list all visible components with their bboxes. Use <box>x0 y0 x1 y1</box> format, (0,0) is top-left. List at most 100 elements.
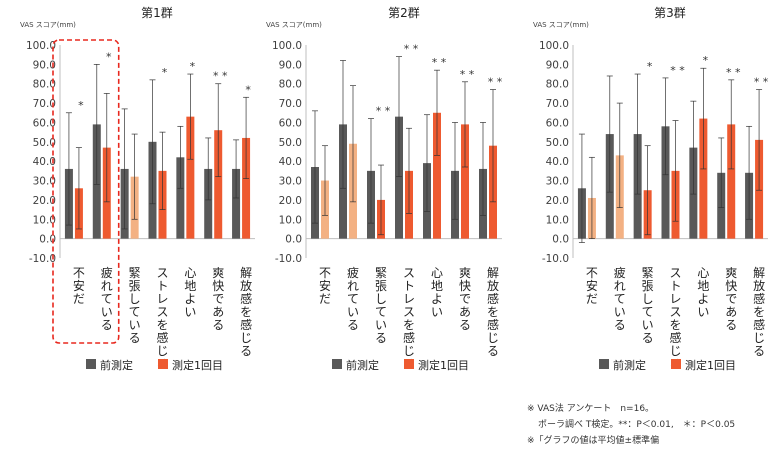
category-label-char: 安 <box>73 278 85 293</box>
y-tick-label: 80.0 <box>33 79 56 91</box>
category-label-char: 安 <box>586 278 598 293</box>
legend-swatch-post <box>158 359 168 369</box>
category-label-char: レ <box>669 292 681 306</box>
y-tick-label: 100.0 <box>539 40 569 52</box>
significance-mark: * <box>106 50 112 63</box>
y-axis-label: VAS スコア(mm) <box>266 21 322 29</box>
category-label-char: を <box>240 305 252 319</box>
y-tick-label: 80.0 <box>546 79 569 91</box>
category-label-char: で <box>725 292 737 306</box>
category-label-char: い <box>101 305 113 319</box>
legend-label-post: 測定1回目 <box>172 358 223 372</box>
category-label-char: 放 <box>753 278 765 293</box>
category-label-char: る <box>375 331 387 345</box>
y-tick-label: 60.0 <box>546 117 569 129</box>
y-tick-label: 10.0 <box>546 214 569 226</box>
y-tick-label: 30.0 <box>546 176 569 188</box>
y-tick-label: 10.0 <box>33 214 56 226</box>
y-tick-label: 50.0 <box>546 137 569 149</box>
category-label-char: 不 <box>319 266 331 280</box>
legend-label-pre: 前測定 <box>100 358 133 372</box>
legend-swatch-post <box>404 359 414 369</box>
y-tick-label: 20.0 <box>33 195 56 207</box>
category-label-char: ス <box>403 266 415 280</box>
category-label-char: し <box>129 292 141 306</box>
category-label-char: ス <box>156 266 168 280</box>
legend-swatch-pre <box>332 359 342 369</box>
category-label-char: を <box>669 318 681 332</box>
category-label-char: 感 <box>240 317 252 332</box>
category-label-char: を <box>403 318 415 332</box>
category-label-char: ス <box>156 305 168 319</box>
significance-mark: * * <box>488 76 503 89</box>
category-label-char: る <box>487 344 499 358</box>
category-label-char: い <box>129 318 141 332</box>
y-tick-label: 50.0 <box>33 137 56 149</box>
significance-mark: * <box>190 60 196 73</box>
bar-post <box>214 130 223 239</box>
category-label-char: で <box>212 292 224 306</box>
category-label-char: る <box>347 318 359 332</box>
category-label-char: い <box>347 305 359 319</box>
category-label-char: 張 <box>642 279 654 293</box>
category-label-char: ト <box>156 279 168 293</box>
bar-pre <box>176 157 185 239</box>
y-tick-label: 70.0 <box>279 98 302 110</box>
bar-pre <box>395 116 403 239</box>
y-tick-label: 90.0 <box>33 59 56 71</box>
category-label-char: る <box>212 318 224 332</box>
category-label-char: る <box>725 318 737 332</box>
category-label-char: 地 <box>697 279 709 293</box>
significance-mark: * <box>245 83 251 96</box>
chart-title: 第2群 <box>388 6 420 20</box>
y-tick-label: 60.0 <box>279 117 302 129</box>
category-label-char: い <box>697 305 709 319</box>
category-label-char: じ <box>669 344 681 358</box>
bar-post <box>699 118 708 239</box>
category-label-char: る <box>101 318 113 332</box>
category-label-char: レ <box>156 292 168 306</box>
category-label-char: 感 <box>753 317 765 332</box>
bar-pre <box>204 168 213 239</box>
category-label-char: じ <box>240 331 252 345</box>
category-label-char: い <box>184 305 196 319</box>
category-label-char: あ <box>212 305 224 319</box>
category-label-char: で <box>459 292 471 306</box>
category-label-char: を <box>753 305 765 319</box>
y-tick-label: -10.0 <box>29 253 56 265</box>
category-label-char: る <box>129 331 141 345</box>
significance-mark: * * <box>670 64 685 77</box>
category-label-char: て <box>347 292 359 306</box>
significance-mark: * <box>647 60 653 73</box>
category-label-char: ト <box>403 279 415 293</box>
category-label-char: レ <box>403 292 415 306</box>
y-tick-label: 20.0 <box>546 195 569 207</box>
y-tick-label: 80.0 <box>279 79 302 91</box>
category-label-char: 解 <box>487 266 499 280</box>
y-tick-label: 90.0 <box>279 59 302 71</box>
category-label-char: 感 <box>669 330 681 345</box>
category-label-char: 疲 <box>101 265 113 280</box>
legend-label-post: 測定1回目 <box>418 358 469 372</box>
footnote-mean-sd: ※「グラフの値は平均値±標準偏 <box>527 436 660 446</box>
category-label-char: 心 <box>697 266 709 280</box>
category-label-char: れ <box>101 279 113 293</box>
category-label-char: を <box>156 318 168 332</box>
category-label-char: 感 <box>403 330 415 345</box>
category-label-char: 解 <box>240 266 252 280</box>
significance-mark: * * <box>754 76 769 89</box>
category-label-char: れ <box>347 279 359 293</box>
category-label-char: 快 <box>459 279 471 293</box>
category-label-char: ト <box>669 279 681 293</box>
category-label-char: 張 <box>375 279 387 293</box>
category-label-char: 地 <box>431 279 443 293</box>
category-label-char: 爽 <box>459 266 471 280</box>
y-tick-label: 50.0 <box>279 137 302 149</box>
category-label-char: 放 <box>487 278 499 293</box>
category-label-char: 爽 <box>212 266 224 280</box>
legend-swatch-pre <box>86 359 96 369</box>
y-tick-label: 0.0 <box>285 234 302 246</box>
y-tick-label: 60.0 <box>33 117 56 129</box>
category-label-char: 緊 <box>642 266 654 280</box>
